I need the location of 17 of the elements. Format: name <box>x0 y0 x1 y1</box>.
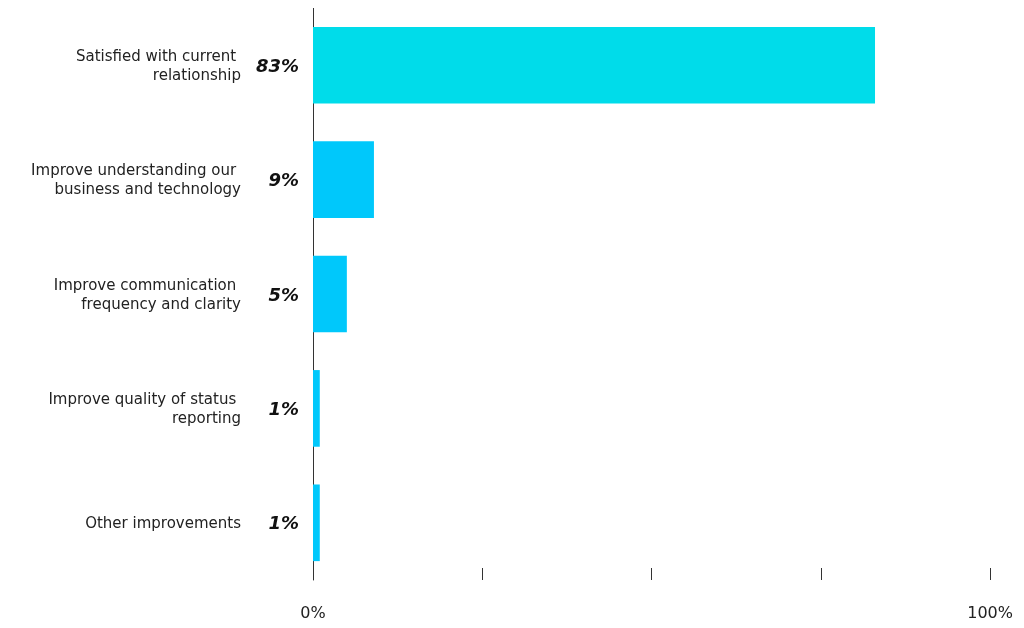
data-label: 1% <box>268 512 299 534</box>
y-tick-label: Improve communication frequency and clarity <box>53 275 242 313</box>
bar <box>313 141 374 218</box>
y-tick-label: Improve quality of status reporting <box>48 389 241 427</box>
data-label: 1% <box>268 397 299 419</box>
y-tick-label: Satisfied with current relationship <box>75 46 241 84</box>
bar <box>313 255 347 333</box>
y-tick-label: Improve understanding our business and technology <box>31 161 242 199</box>
y-tick-label: Other improvements <box>85 513 242 532</box>
data-label: 83% <box>255 54 299 76</box>
x-tick-label: 100% <box>967 602 1013 622</box>
bar <box>313 484 320 562</box>
bar <box>313 370 320 447</box>
data-label: 5% <box>268 283 299 305</box>
x-tick-label: 0% <box>300 602 326 622</box>
bar <box>313 26 876 104</box>
data-label: 9% <box>268 169 299 191</box>
